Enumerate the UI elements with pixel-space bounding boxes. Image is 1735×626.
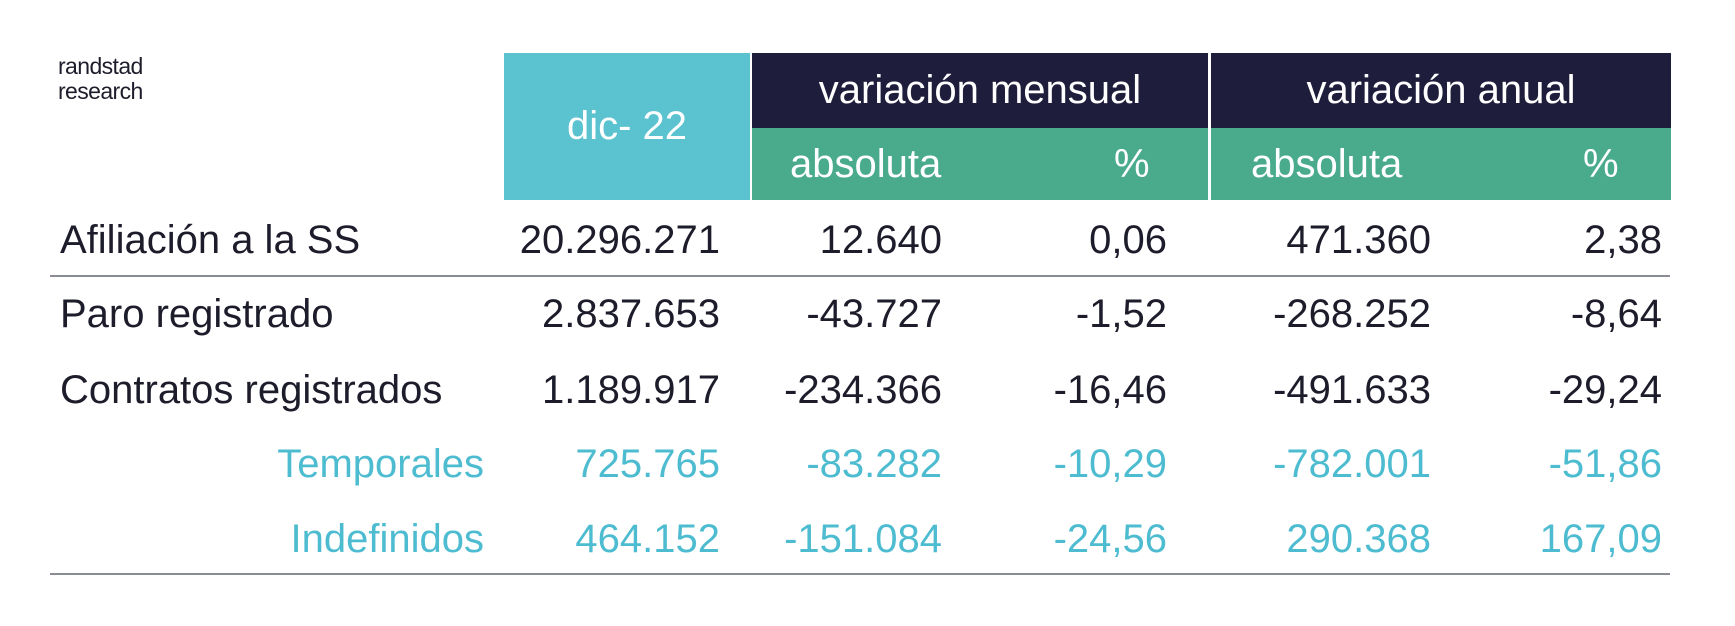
cell-value: 167,09	[1539, 516, 1662, 561]
cell-value: 12.640	[819, 217, 942, 262]
table-row: Indefinidos 464.152 -151.084 -24,56 290.…	[50, 509, 1670, 569]
cell-value: -782.001	[1273, 441, 1431, 486]
cell-value: 2,38	[1584, 217, 1662, 262]
row-label: Paro registrado	[60, 291, 334, 336]
cell-value: -51,86	[1548, 441, 1662, 486]
row-label: Indefinidos	[290, 516, 484, 561]
header-group-annual: variación anual	[1211, 53, 1671, 128]
brand-line-1: randstad	[58, 53, 143, 79]
row-label: Contratos registrados	[60, 367, 443, 412]
subheader-annual-absolute-label: absoluta	[1251, 141, 1403, 186]
cell-value: 290.368	[1286, 516, 1431, 561]
row-label: Temporales	[277, 441, 484, 486]
table-row: Contratos registrados 1.189.917 -234.366…	[50, 360, 1670, 420]
cell-value: -151.084	[784, 516, 942, 561]
table-row: Paro registrado 2.837.653 -43.727 -1,52 …	[50, 284, 1670, 344]
cell-value: 725.765	[575, 441, 720, 486]
header-group-monthly-label: variación mensual	[818, 68, 1142, 112]
cell-value: 20.296.271	[519, 217, 720, 262]
header-period: dic- 22	[504, 53, 750, 200]
table-row: Temporales 725.765 -83.282 -10,29 -782.0…	[50, 434, 1670, 494]
header-group-annual-label: variación anual	[1306, 68, 1576, 112]
cell-value: -10,29	[1053, 441, 1167, 486]
brand-logo: randstad research	[58, 54, 143, 104]
header-period-label: dic- 22	[566, 104, 688, 148]
cell-value: 471.360	[1286, 217, 1431, 262]
divider	[50, 275, 1670, 277]
cell-value: 1.189.917	[542, 367, 720, 412]
subheader-monthly-absolute-label: absoluta	[790, 141, 942, 186]
table-row: Afiliación a la SS 20.296.271 12.640 0,0…	[50, 210, 1670, 270]
subheader-monthly-absolute: absoluta %	[752, 128, 1208, 200]
header-group-monthly: variación mensual	[752, 53, 1208, 128]
divider	[50, 573, 1670, 575]
row-label: Afiliación a la SS	[60, 217, 361, 262]
cell-value: -29,24	[1548, 367, 1662, 412]
cell-value: -24,56	[1053, 516, 1167, 561]
subheader-annual-percent-label: %	[1583, 141, 1619, 186]
cell-value: -8,64	[1570, 291, 1662, 336]
cell-value: -43.727	[806, 291, 942, 336]
brand-line-2: research	[58, 78, 143, 104]
cell-value: -268.252	[1273, 291, 1431, 336]
subheader-monthly-percent-label: %	[1114, 141, 1150, 186]
subheader-annual-absolute: absoluta %	[1211, 128, 1671, 200]
cell-value: -491.633	[1273, 367, 1431, 412]
cell-value: 2.837.653	[542, 291, 720, 336]
cell-value: 464.152	[575, 516, 720, 561]
cell-value: 0,06	[1089, 217, 1167, 262]
cell-value: -1,52	[1075, 291, 1167, 336]
cell-value: -234.366	[784, 367, 942, 412]
cell-value: -16,46	[1053, 367, 1167, 412]
cell-value: -83.282	[806, 441, 942, 486]
